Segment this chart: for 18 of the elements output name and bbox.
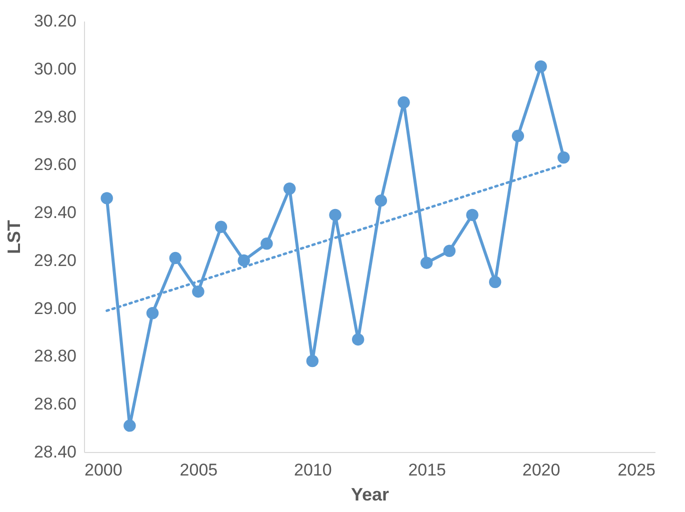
y-axis-title: LST <box>4 220 24 254</box>
y-tick-label: 28.40 <box>34 442 76 462</box>
y-tick-label: 29.40 <box>34 203 76 222</box>
x-tick-label: 2015 <box>408 460 446 480</box>
x-tick-label: 2010 <box>294 460 332 480</box>
y-tick-label: 28.60 <box>34 394 76 414</box>
x-tick-label: 2005 <box>180 460 218 480</box>
y-tick-label: 29.20 <box>34 250 76 270</box>
y-tick-label: 30.20 <box>34 12 76 30</box>
y-tick-label: 29.80 <box>34 107 76 126</box>
y-tick-label: 29.60 <box>34 155 76 174</box>
y-tick-label: 29.00 <box>34 298 76 318</box>
x-tick-label: 2025 <box>618 460 656 480</box>
x-axis-title: Year <box>350 484 390 504</box>
y-tick-label: 28.80 <box>34 346 76 366</box>
x-tick-label: 2000 <box>84 460 122 480</box>
y-tick-label: 30.00 <box>34 59 76 78</box>
x-tick-label: 2020 <box>522 460 560 480</box>
